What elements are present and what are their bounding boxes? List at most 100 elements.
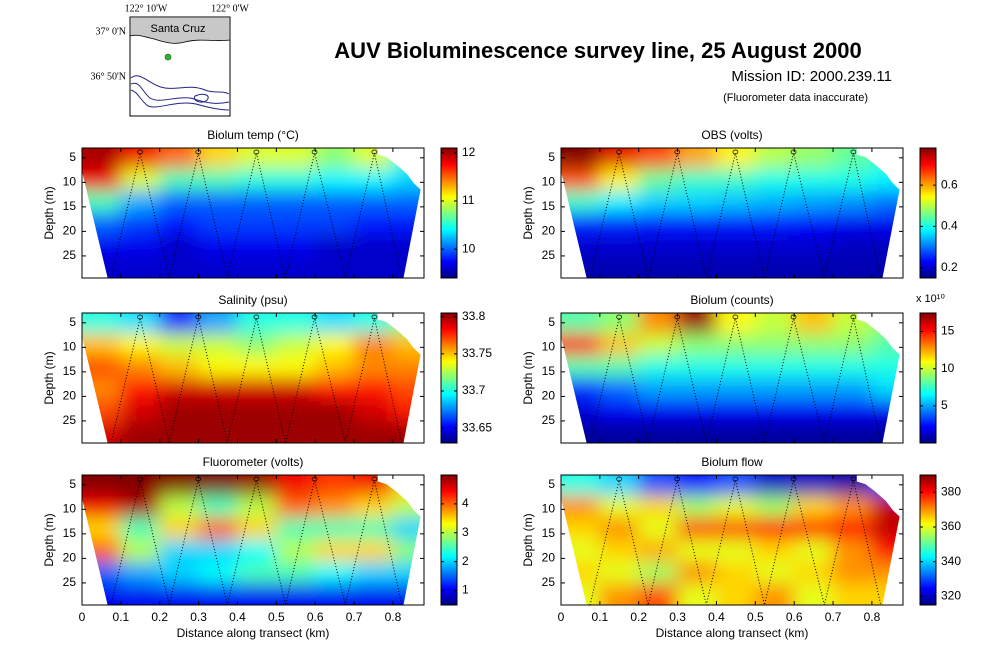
heatmap-cell [832, 495, 873, 519]
x-tick-label: 0 [558, 610, 565, 624]
x-tick-label: 0.5 [268, 610, 285, 624]
heatmap-cell [236, 399, 277, 423]
x-tick-label: 0.8 [864, 610, 881, 624]
heatmap-cell [314, 517, 355, 541]
track-turn [371, 149, 378, 155]
panel-title: Biolum (counts) [690, 293, 773, 307]
panel-title: Biolum flow [701, 455, 763, 469]
y-tick-label: 10 [542, 502, 556, 516]
heatmap-cell [353, 190, 394, 214]
x-tick-label: 0.1 [113, 610, 130, 624]
heatmap-cell [120, 377, 161, 401]
heatmap-cell [353, 539, 394, 563]
colorbar-tick-label: 320 [941, 589, 961, 603]
heatmap-cell [793, 190, 834, 214]
heatmap-cell [236, 355, 277, 379]
x-tick-label: 0.2 [151, 610, 168, 624]
track-turn [253, 314, 260, 320]
heatmap-cell [198, 234, 238, 258]
heatmap-cell [793, 377, 834, 401]
heatmap-cell [314, 256, 355, 278]
heatmap-cell [677, 168, 717, 192]
heatmap-cell [638, 377, 679, 401]
heatmap-cell [120, 148, 161, 170]
heatmap-cell [715, 256, 756, 278]
track-turn [311, 149, 318, 155]
colorbar-tick-label: 11 [462, 193, 475, 207]
heatmap-cell [275, 517, 316, 541]
heatmap-cell [832, 256, 873, 278]
heatmap-cell [275, 333, 316, 357]
heatmap-cell [275, 377, 316, 401]
bathymetry-contour [193, 93, 209, 103]
heatmap-cell [793, 234, 834, 258]
no-data-mask [377, 475, 424, 605]
track-turn [850, 149, 857, 155]
heatmap-cell [82, 355, 122, 379]
heatmap-cell [314, 212, 355, 236]
colorbar-tick-label: 33.75 [462, 346, 492, 360]
bathymetry-contour [130, 82, 230, 104]
heatmap-cell [561, 168, 601, 192]
y-tick-label: 25 [63, 248, 77, 262]
heatmap-cell [599, 234, 640, 258]
heatmap-cell [120, 539, 161, 563]
y-axis-label: Depth (m) [521, 351, 535, 404]
colorbar [440, 474, 458, 606]
heatmap-cell [159, 333, 200, 357]
heatmap-cell [599, 561, 640, 585]
colorbar-tick-label: 5 [941, 398, 948, 412]
heatmap-cell [198, 333, 238, 357]
heatmap-cell [236, 313, 277, 335]
heatmap-cell [353, 399, 394, 423]
x-tick-label: 0.1 [592, 610, 609, 624]
panel: 5 10 15 20 25 Biolum temp (°C) Depth (m) 10 11 12 [42, 128, 476, 279]
heatmap-cell [638, 168, 679, 192]
heatmap-cell [314, 399, 355, 423]
colorbar [919, 147, 937, 279]
heatmap-cell [677, 148, 717, 170]
y-tick-label: 15 [542, 364, 556, 378]
heatmap-cell [236, 168, 277, 192]
heatmap-cell [314, 421, 355, 443]
heatmap-cell [120, 333, 161, 357]
heatmap-cell [198, 475, 238, 497]
heatmap-cell [82, 190, 122, 214]
heatmap-cell [715, 377, 756, 401]
heatmap-cell [159, 583, 200, 605]
heatmap-cell [353, 421, 394, 443]
heatmap-cell [82, 475, 122, 497]
heatmap-cell [392, 517, 424, 541]
heatmap-cell [561, 333, 601, 357]
heatmap-cell [353, 377, 394, 401]
heatmap-cell [715, 495, 756, 519]
heatmap-cell [353, 212, 394, 236]
heatmap-cell [236, 377, 277, 401]
track-turn [253, 149, 260, 155]
heatmap-cell [638, 313, 679, 335]
y-tick-label: 10 [542, 175, 556, 189]
y-tick-label: 5 [69, 477, 76, 491]
heatmap-cell [314, 561, 355, 585]
y-tick-label: 25 [63, 413, 77, 427]
track-turn [790, 149, 797, 155]
heatmap-cell [82, 148, 122, 170]
heatmap-cells [82, 313, 424, 443]
heatmap-cell [599, 148, 640, 170]
track-turn [616, 476, 622, 482]
y-tick-label: 25 [63, 575, 77, 589]
heatmap-cell [715, 517, 756, 541]
colorbar [919, 474, 937, 606]
heatmap-cell [832, 234, 873, 258]
heatmap-cell [754, 539, 795, 563]
y-axis-label: Depth (m) [42, 513, 56, 566]
heatmap-cell [198, 190, 238, 214]
colorbar [919, 312, 937, 444]
heatmap-cell [275, 256, 316, 278]
x-axis-label: Distance along transect (km) [656, 626, 809, 640]
heatmap-cell [236, 561, 277, 585]
colorbar-tick-label: 10 [462, 241, 476, 255]
y-axis-label: Depth (m) [521, 186, 535, 239]
heatmap-cell [638, 539, 679, 563]
